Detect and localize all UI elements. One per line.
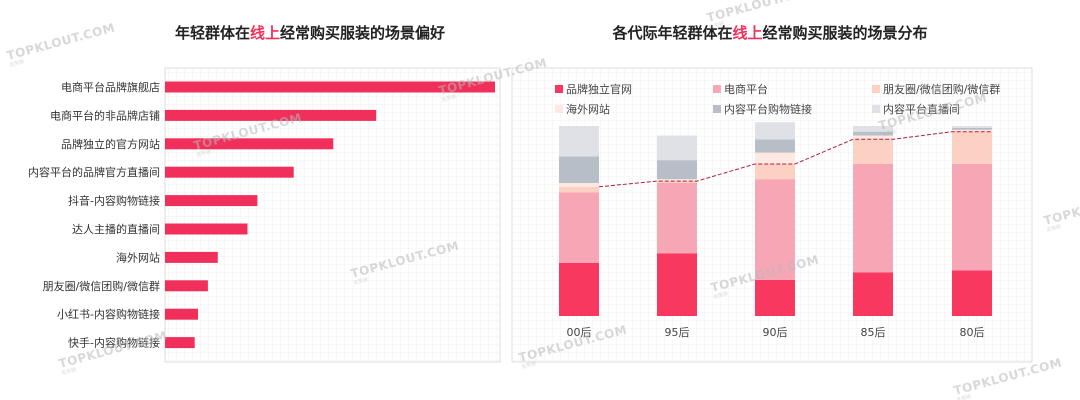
svg-text:克劳锐: 克劳锐 <box>881 128 897 139</box>
svg-text:克劳锐: 克劳锐 <box>709 20 725 31</box>
bar-5 <box>165 195 258 207</box>
segment-2-3 <box>755 179 795 280</box>
svg-text:克劳锐: 克劳锐 <box>196 148 212 159</box>
segment-4-1 <box>559 183 599 187</box>
segment-6-1 <box>559 126 599 157</box>
category-label: 抖音-内容购物链接 <box>68 194 160 208</box>
segment-6-3 <box>755 122 795 140</box>
segment-4-5 <box>952 129 992 132</box>
bar-7 <box>165 251 218 263</box>
legend-swatch <box>555 85 563 93</box>
bar-4 <box>165 166 294 178</box>
x-tick-label: 80后 <box>960 326 985 339</box>
trend-line <box>598 131 992 188</box>
x-tick-label: 90后 <box>763 326 788 339</box>
category-label: 朋友圈/微信团购/微信群 <box>43 279 160 293</box>
segment-6-5 <box>952 126 992 128</box>
watermark-logo: TOPKLOUT.COM 克劳锐 <box>1042 186 1080 234</box>
segment-1-1 <box>559 262 599 316</box>
category-label: 快手-内容购物链接 <box>68 336 160 350</box>
segment-5-4 <box>853 131 893 136</box>
svg-text:TOPKLOUT.COM: TOPKLOUT.COM <box>5 21 116 63</box>
segment-1-5 <box>952 270 992 316</box>
legend-label: 内容平台购物链接 <box>724 102 812 116</box>
legend-swatch <box>713 85 721 93</box>
legend-label: 品牌独立官网 <box>566 82 632 96</box>
segment-3-1 <box>559 186 599 193</box>
bar-6 <box>165 223 248 235</box>
bar-8 <box>165 280 208 292</box>
x-tick-label: 95后 <box>665 326 690 339</box>
watermark-logo: TOPKLOUT.COM 克劳锐 <box>5 21 116 69</box>
segment-1-3 <box>755 279 795 316</box>
left-bar-chart: 电商平台品牌旗舰店电商平台的非品牌店铺品牌独立的官方网站内容平台的品牌官方直播间… <box>28 80 495 350</box>
svg-text:克劳锐: 克劳锐 <box>713 290 729 301</box>
segment-6-4 <box>853 126 893 132</box>
category-label: 电商平台品牌旗舰店 <box>61 80 160 94</box>
bar-2 <box>165 109 377 121</box>
svg-text:TOPKLOUT.COM: TOPKLOUT.COM <box>57 329 168 371</box>
segment-5-1 <box>559 156 599 183</box>
svg-text:克劳锐: 克劳锐 <box>61 366 77 377</box>
legend-swatch <box>872 105 880 113</box>
svg-text:克劳锐: 克劳锐 <box>1046 223 1062 234</box>
right-stacked-chart: 00后 95后 90后 85后 80后 <box>559 122 992 339</box>
segment-2-5 <box>952 164 992 271</box>
right-chart-title: 各代际年轻群体在线上经常购买服装的场景分布 <box>611 24 927 42</box>
segment-1-2 <box>657 253 697 316</box>
category-label: 达人主播的直播间 <box>72 222 160 236</box>
segment-5-5 <box>952 127 992 130</box>
segment-2-2 <box>657 183 697 254</box>
category-label: 内容平台的品牌官方直播间 <box>28 165 160 179</box>
segment-4-4 <box>853 135 893 140</box>
legend-swatch <box>555 105 563 113</box>
segment-2-1 <box>559 192 599 263</box>
legend-swatch <box>872 85 880 93</box>
segment-4-2 <box>657 179 697 182</box>
svg-text:克劳锐: 克劳锐 <box>353 276 369 287</box>
bar-3 <box>165 138 334 150</box>
segment-6-2 <box>657 135 697 161</box>
segment-5-3 <box>755 139 795 153</box>
bar-10 <box>165 337 195 349</box>
segment-3-3 <box>755 164 795 180</box>
segment-1-4 <box>853 272 893 316</box>
left-chart-title: 年轻群体在线上经常购买服装的场景偏好 <box>175 24 445 42</box>
legend-label: 电商平台 <box>724 82 768 96</box>
x-tick-label: 00后 <box>567 326 592 339</box>
segment-5-2 <box>657 160 697 180</box>
svg-text:克劳锐: 克劳锐 <box>956 393 972 400</box>
x-tick-label: 85后 <box>861 326 886 339</box>
segment-3-4 <box>853 139 893 164</box>
category-label: 海外网站 <box>116 250 160 264</box>
segment-3-5 <box>952 131 992 164</box>
category-label: 品牌独立的官方网站 <box>61 137 160 151</box>
legend-label: 海外网站 <box>566 102 610 116</box>
bar-9 <box>165 308 198 320</box>
svg-text:克劳锐: 克劳锐 <box>9 58 25 69</box>
legend-label: 朋友圈/微信团购/微信群 <box>883 82 1000 96</box>
category-label: 小红书-内容购物链接 <box>57 307 160 321</box>
svg-text:TOPKLOUT.COM: TOPKLOUT.COM <box>1042 186 1080 228</box>
svg-text:克劳锐: 克劳锐 <box>441 93 457 104</box>
bar-1 <box>165 81 495 93</box>
legend-swatch <box>713 105 721 113</box>
segment-2-4 <box>853 164 893 273</box>
segment-3-2 <box>657 181 697 183</box>
svg-text:克劳锐: 克劳锐 <box>521 360 537 371</box>
segment-4-3 <box>755 152 795 164</box>
legend-label: 内容平台直播间 <box>883 102 960 116</box>
category-label: 电商平台的非品牌店铺 <box>50 108 160 122</box>
